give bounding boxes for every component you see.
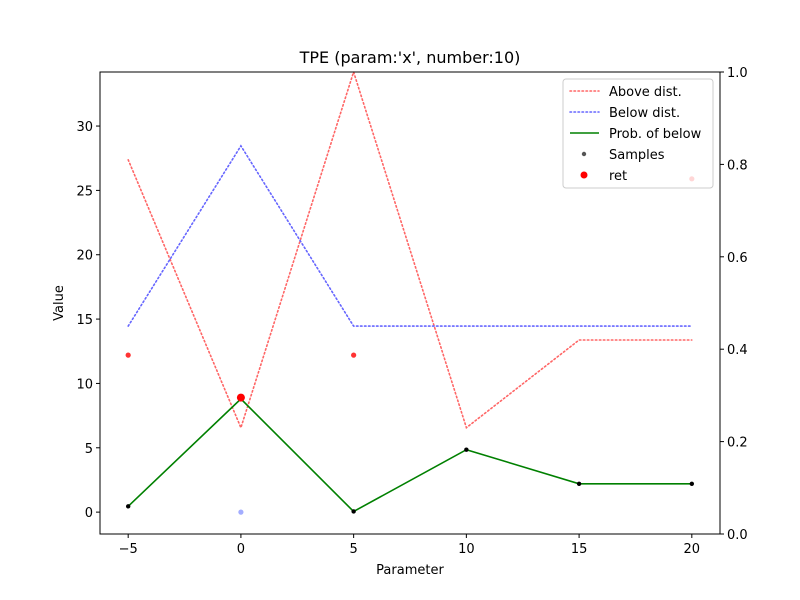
x-tick-label: 15	[571, 542, 588, 557]
y-tick-label: 30	[76, 120, 93, 135]
x-tick-label: 10	[458, 542, 475, 557]
legend: Above dist. Below dist. Prob. of below Samp…	[562, 78, 714, 189]
y-tick-label: 15	[76, 313, 93, 328]
ret-point	[236, 393, 245, 402]
sample-point	[351, 509, 356, 514]
chart-title: TPE (param:'x', number:10)	[299, 48, 521, 67]
y2-tick-label: 1.0	[727, 66, 748, 81]
x-axis-label: Parameter	[376, 563, 444, 578]
above-point	[351, 352, 357, 358]
plot-area	[125, 69, 695, 515]
legend-label-above-dist: Above dist.	[609, 85, 682, 100]
legend-swatch-ret	[580, 171, 588, 179]
x-tick-label: −5	[119, 542, 138, 557]
above-point	[125, 352, 131, 358]
legend-swatch-samples	[581, 151, 587, 157]
y2-tick-label: 0.0	[727, 528, 748, 543]
series-line-below-dist	[127, 144, 693, 327]
y-tick-label: 10	[76, 377, 93, 392]
legend-label-samples: Samples	[609, 148, 665, 163]
y2-tick-label: 0.2	[727, 436, 748, 451]
y-tick-label: 20	[76, 249, 93, 264]
y2-tick-label: 0.4	[727, 343, 748, 358]
plot-frame	[99, 71, 721, 535]
sample-point	[125, 504, 131, 509]
axis-ticks: −5 0 5 10 15 20 0 5 10 15 20 25 30 0.0 0.2 0.4 0.6 0.8 1.0	[76, 66, 747, 557]
series-line-above-dist	[127, 69, 693, 431]
x-tick-label: 20	[684, 542, 701, 557]
y-axis-label: Value	[52, 285, 67, 321]
y-tick-label: 5	[85, 442, 93, 457]
legend-label-prob-of-below: Prob. of below	[609, 127, 702, 142]
sample-point	[464, 447, 469, 452]
sample-point	[576, 481, 582, 487]
below-point	[238, 509, 244, 515]
legend-box	[562, 78, 714, 189]
sample-point	[689, 481, 695, 487]
y-tick-label: 0	[85, 506, 93, 521]
x-tick-label: 5	[349, 542, 357, 557]
y2-tick-label: 0.6	[727, 251, 748, 266]
x-tick-label: 0	[237, 542, 245, 557]
legend-label-below-dist: Below dist.	[609, 106, 680, 121]
y-tick-label: 25	[76, 184, 93, 199]
y2-tick-label: 0.8	[727, 158, 748, 173]
series-line-prob-of-below	[127, 397, 692, 513]
legend-label-ret: ret	[609, 169, 627, 184]
